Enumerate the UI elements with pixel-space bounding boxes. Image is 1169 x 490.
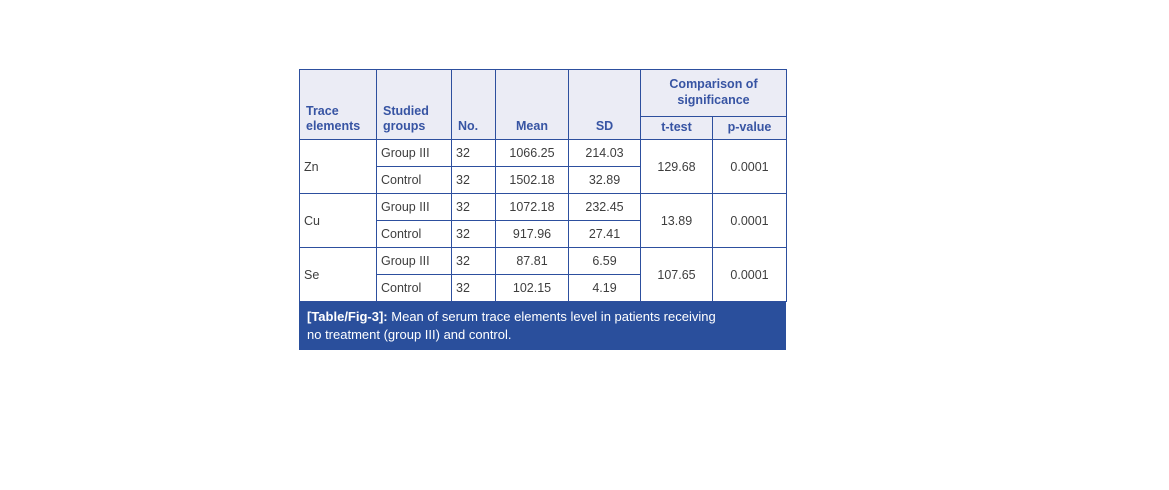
sd-cell: 214.03 [568, 139, 641, 167]
table-row: Cu Group III 32 1072.18 232.45 13.89 0.0… [299, 193, 788, 248]
t-test-cell: 107.65 [640, 247, 713, 302]
group-cell: Group III [376, 247, 452, 275]
group-cell: Control [376, 166, 452, 194]
header-comparison-of-significance: Comparison of significance [639, 69, 788, 117]
header-p-value: p-value [711, 116, 788, 140]
header-sd: SD [568, 69, 641, 140]
header-no: No. [451, 69, 496, 140]
table-row: Zn Group III 32 1066.25 214.03 129.68 0.… [299, 139, 788, 194]
sd-cell: 32.89 [568, 166, 641, 194]
mean-cell: 1066.25 [495, 139, 569, 167]
no-cell: 32 [451, 274, 496, 302]
caption-label: [Table/Fig-3]: [307, 309, 388, 324]
p-value-cell: 0.0001 [711, 193, 788, 248]
caption-line-1: [Table/Fig-3]: Mean of serum trace eleme… [307, 308, 778, 326]
group-cell: Group III [376, 139, 452, 167]
group-cell: Control [376, 274, 452, 302]
header-mean: Mean [495, 69, 569, 140]
table-row: Control 32 1502.18 32.89 [300, 166, 787, 194]
group-cell: Group III [376, 193, 452, 221]
sd-cell: 27.41 [568, 220, 641, 248]
no-cell: 32 [451, 247, 496, 275]
header-studied-groups: Studied groups [376, 69, 452, 140]
header-t-test: t-test [640, 116, 713, 140]
table-row: Se Group III 32 87.81 6.59 107.65 0.0001 [299, 247, 788, 302]
no-cell: 32 [451, 166, 496, 194]
sd-cell: 4.19 [568, 274, 641, 302]
element-cell: Se [299, 247, 377, 302]
header-trace-elements: Trace elements [299, 69, 377, 140]
mean-cell: 917.96 [495, 220, 569, 248]
t-test-cell: 13.89 [640, 193, 713, 248]
no-cell: 32 [451, 139, 496, 167]
p-value-cell: 0.0001 [711, 139, 788, 194]
table-row: Control 32 917.96 27.41 [300, 220, 787, 248]
table-header: Trace elements Studied groups No. Mean S… [299, 69, 788, 140]
no-cell: 32 [451, 220, 496, 248]
mean-cell: 102.15 [495, 274, 569, 302]
caption-text-line-1: Mean of serum trace elements level in pa… [391, 309, 716, 324]
no-cell: 32 [451, 193, 496, 221]
table-row: Control 32 102.15 4.19 [300, 274, 787, 302]
sd-cell: 232.45 [568, 193, 641, 221]
p-value-cell: 0.0001 [711, 247, 788, 302]
sd-cell: 6.59 [568, 247, 641, 275]
mean-cell: 1072.18 [495, 193, 569, 221]
caption-text-line-2: no treatment (group III) and control. [307, 326, 512, 342]
mean-cell: 1502.18 [495, 166, 569, 194]
table-figure: Trace elements Studied groups No. Mean S… [299, 69, 788, 351]
table-caption: [Table/Fig-3]: Mean of serum trace eleme… [299, 302, 786, 351]
element-cell: Cu [299, 193, 377, 248]
t-test-cell: 129.68 [640, 139, 713, 194]
trace-elements-table: Trace elements Studied groups No. Mean S… [299, 69, 788, 302]
mean-cell: 87.81 [495, 247, 569, 275]
table-body: Zn Group III 32 1066.25 214.03 129.68 0.… [299, 139, 788, 302]
group-cell: Control [376, 220, 452, 248]
element-cell: Zn [299, 139, 377, 194]
